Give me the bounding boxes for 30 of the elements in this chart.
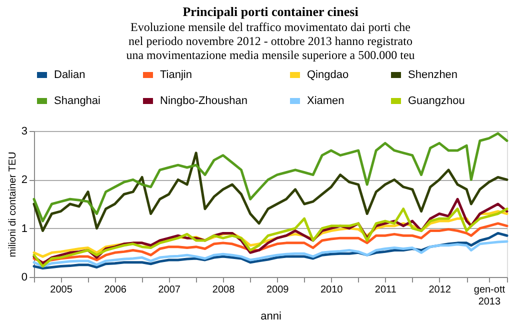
legend-label: Shenzhen [408,69,458,81]
y-tick-label: 0 [21,272,28,284]
legend-label: Qingdao [307,69,349,81]
x-tick-label: 2005 [50,284,73,296]
legend-label: Tianjin [160,69,192,81]
x-tick-label: 2006 [104,284,127,296]
chart-title: Principali porti container cinesi [182,4,359,19]
legend-label: Ningbo-Zhoushan [160,95,248,107]
y-tick-label: 2 [21,174,28,186]
x-tick-label: 2007 [158,284,181,296]
x-tick-label: 2008 [212,284,236,296]
x-tick-label: 2009 [266,284,290,296]
y-tick-label: 3 [21,126,28,138]
y-axis-title: milioni di container TEU [7,152,18,258]
legend-label: Xiamen [307,95,344,107]
chart-subtitle: Evoluzione mensile del traffico movimentato dai porti che nel periodo novembre 2012 - ottobre 2013 hanno registrato una movimentazione media mensile superiore a 500.000 teu [126,20,415,62]
x-tick-label: 2011 [374,284,397,296]
line-series [32,208,508,268]
line-series [32,152,508,232]
legend-label: Guangzhou [408,95,465,107]
legend-label: Shanghai [54,95,100,107]
x-tick-label: 2010 [320,284,344,296]
line-series [32,132,508,222]
x-axis-title: anni [260,310,282,322]
line-series [32,222,508,264]
x-tick-label: 2012 [428,284,452,296]
legend-label: Dalian [54,69,86,81]
x-tick-label: gen-ott 2013 [474,284,506,308]
y-tick-label: 1 [21,222,28,235]
line-series [32,240,508,268]
